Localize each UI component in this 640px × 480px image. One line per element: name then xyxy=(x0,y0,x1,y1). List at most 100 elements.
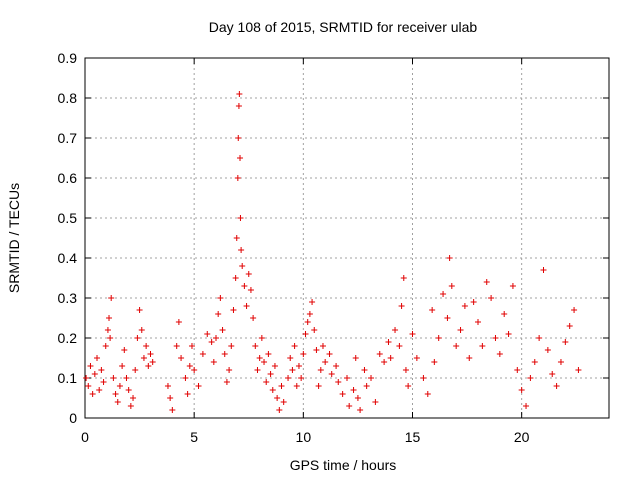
data-point xyxy=(280,399,287,405)
data-point xyxy=(448,283,455,289)
data-point xyxy=(247,287,254,293)
data-point xyxy=(112,391,119,397)
data-point xyxy=(210,359,217,365)
x-tick-label: 5 xyxy=(190,429,198,445)
data-point xyxy=(195,383,202,389)
x-tick-label: 0 xyxy=(81,429,89,445)
data-point xyxy=(175,319,182,325)
data-point xyxy=(435,335,442,341)
data-point xyxy=(89,391,96,397)
data-point xyxy=(315,383,322,389)
axis-ticks: 0 0.1 0.2 0.3 0.4 0.5 0.6 0.7 0.8 0.9 0 5 10 15 20 xyxy=(58,50,609,445)
y-axis-label: SRMTID / TECUs xyxy=(6,183,22,293)
data-point xyxy=(237,215,244,221)
data-point xyxy=(140,355,147,361)
y-tick-label: 0 xyxy=(69,410,77,426)
data-point xyxy=(409,331,416,337)
data-point xyxy=(289,367,296,373)
data-point xyxy=(350,387,357,393)
data-point xyxy=(217,295,224,301)
data-point xyxy=(235,103,242,109)
data-point xyxy=(96,387,103,393)
data-point xyxy=(191,367,198,373)
chart-title: Day 108 of 2015, SRMTID for receiver ula… xyxy=(209,19,478,35)
data-point xyxy=(431,359,438,365)
data-point xyxy=(236,91,243,97)
x-tick-label: 15 xyxy=(405,429,421,445)
data-point xyxy=(562,339,569,345)
data-point xyxy=(285,375,292,381)
data-point xyxy=(143,343,150,349)
data-point xyxy=(232,275,239,281)
data-point xyxy=(241,283,248,289)
data-point xyxy=(134,335,141,341)
data-point xyxy=(87,363,94,369)
data-point xyxy=(496,351,503,357)
chart-grid xyxy=(85,58,609,418)
data-point xyxy=(344,375,350,381)
data-point xyxy=(199,351,206,357)
data-point xyxy=(215,311,222,317)
data-point xyxy=(234,175,241,181)
data-point xyxy=(261,359,268,365)
data-point xyxy=(186,363,193,369)
y-tick-label: 0.9 xyxy=(58,50,78,66)
data-point xyxy=(453,343,460,349)
data-point xyxy=(182,375,189,381)
data-point xyxy=(167,395,174,401)
data-point xyxy=(540,267,547,273)
x-axis-label: GPS time / hours xyxy=(290,457,397,473)
data-point xyxy=(239,263,246,269)
data-point xyxy=(123,375,130,381)
x-tick-label: 20 xyxy=(514,429,530,445)
data-point xyxy=(413,355,420,361)
data-point xyxy=(357,407,364,413)
data-point xyxy=(346,403,353,409)
data-point xyxy=(293,383,300,389)
data-point xyxy=(424,391,431,397)
data-point xyxy=(121,347,128,353)
data-point xyxy=(219,327,226,333)
data-point xyxy=(114,399,121,405)
data-point xyxy=(313,347,320,353)
data-point xyxy=(269,387,276,393)
data-point xyxy=(446,255,453,261)
data-point xyxy=(132,367,139,373)
data-point xyxy=(566,323,573,329)
data-point xyxy=(104,327,111,333)
data-point xyxy=(536,335,543,341)
data-point xyxy=(309,299,316,305)
data-point xyxy=(85,383,92,389)
data-point xyxy=(300,351,307,357)
data-point xyxy=(116,383,123,389)
data-points xyxy=(83,91,582,413)
data-point xyxy=(278,383,285,389)
data-point xyxy=(125,387,132,393)
data-point xyxy=(479,343,486,349)
data-point xyxy=(322,359,329,365)
data-point xyxy=(136,307,143,313)
data-point xyxy=(335,379,342,385)
data-point xyxy=(527,375,534,381)
y-tick-label: 0.5 xyxy=(58,210,78,226)
data-point xyxy=(392,327,399,333)
data-point xyxy=(250,315,257,321)
data-point xyxy=(252,343,259,349)
data-point xyxy=(94,355,101,361)
data-point xyxy=(505,331,512,337)
data-point xyxy=(333,363,340,369)
data-point xyxy=(326,351,333,357)
data-point xyxy=(228,343,235,349)
data-point xyxy=(509,283,516,289)
data-point xyxy=(298,375,305,381)
data-point xyxy=(243,303,250,309)
y-tick-label: 0.8 xyxy=(58,90,78,106)
data-point xyxy=(440,291,447,297)
data-point xyxy=(102,343,109,349)
data-point xyxy=(271,363,278,369)
data-point xyxy=(488,295,495,301)
data-point xyxy=(553,383,560,389)
data-point xyxy=(238,247,245,253)
data-point xyxy=(339,391,346,397)
